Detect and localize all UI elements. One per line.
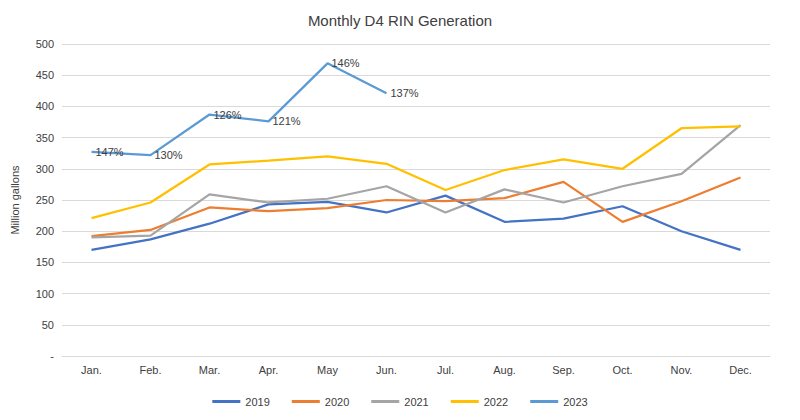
svg-text:2023: 2023 — [563, 396, 587, 408]
svg-text:Aug.: Aug. — [493, 364, 516, 376]
svg-text:-: - — [50, 350, 54, 362]
svg-text:Jul.: Jul. — [437, 364, 454, 376]
svg-text:200: 200 — [36, 225, 54, 237]
svg-text:50: 50 — [42, 319, 54, 331]
svg-text:2019: 2019 — [245, 396, 269, 408]
svg-text:137%: 137% — [391, 87, 419, 99]
svg-text:500: 500 — [36, 38, 54, 50]
svg-text:100: 100 — [36, 288, 54, 300]
svg-text:147%: 147% — [96, 146, 124, 158]
svg-text:Monthly D4 RIN Generation: Monthly D4 RIN Generation — [308, 12, 492, 29]
svg-text:126%: 126% — [214, 109, 242, 121]
svg-text:450: 450 — [36, 69, 54, 81]
svg-text:121%: 121% — [273, 115, 301, 127]
svg-text:Jan.: Jan. — [81, 364, 102, 376]
svg-text:Oct.: Oct. — [612, 364, 632, 376]
svg-text:130%: 130% — [155, 149, 183, 161]
svg-text:Nov.: Nov. — [671, 364, 693, 376]
svg-text:Sep.: Sep. — [552, 364, 575, 376]
svg-text:2021: 2021 — [404, 396, 428, 408]
svg-text:2022: 2022 — [484, 396, 508, 408]
svg-text:250: 250 — [36, 194, 54, 206]
svg-text:300: 300 — [36, 163, 54, 175]
svg-text:Dec.: Dec. — [729, 364, 752, 376]
svg-text:Apr.: Apr. — [259, 364, 279, 376]
svg-text:146%: 146% — [332, 57, 360, 69]
svg-text:Feb.: Feb. — [139, 364, 161, 376]
svg-text:Mar.: Mar. — [199, 364, 220, 376]
svg-text:Million gallons: Million gallons — [9, 165, 21, 235]
svg-text:Jun.: Jun. — [376, 364, 397, 376]
svg-text:400: 400 — [36, 100, 54, 112]
svg-text:350: 350 — [36, 132, 54, 144]
svg-text:150: 150 — [36, 256, 54, 268]
svg-text:2020: 2020 — [325, 396, 349, 408]
svg-text:May: May — [317, 364, 338, 376]
